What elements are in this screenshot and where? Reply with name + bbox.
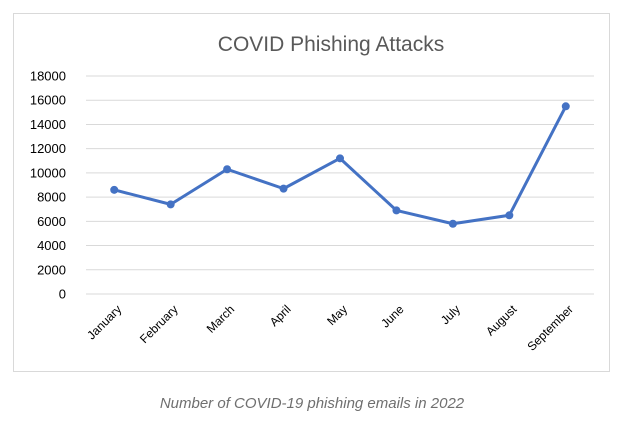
- figure-caption: Number of COVID-19 phishing emails in 20…: [159, 395, 465, 412]
- chart-container: COVID Phishing Attacks 18000 16000 14000 120…: [13, 13, 610, 372]
- y-tick-label: 14000: [30, 117, 66, 132]
- x-tick-label: March: [204, 302, 237, 335]
- data-point: [561, 102, 570, 111]
- data-point: [336, 154, 344, 163]
- x-tick-label: August: [483, 302, 520, 339]
- x-tick-label: January: [84, 302, 124, 342]
- x-tick-label: May: [324, 302, 350, 328]
- data-point: [279, 184, 288, 193]
- y-tick-label: 10000: [30, 165, 66, 180]
- y-tick-label: 6000: [37, 214, 66, 229]
- y-tick-label: 8000: [37, 190, 66, 205]
- data-point: [392, 206, 401, 215]
- series-line: [112, 104, 568, 226]
- y-tick-label: 16000: [30, 93, 66, 108]
- y-tick-label: 2000: [37, 262, 66, 277]
- x-tick-label: July: [438, 302, 463, 327]
- data-point: [166, 200, 175, 209]
- y-tick-label: 12000: [30, 141, 66, 156]
- x-tick-label: June: [378, 302, 407, 331]
- data-point: [448, 219, 457, 228]
- chart-title: COVID Phishing Attacks: [218, 33, 444, 56]
- y-tick-label: 4000: [37, 238, 66, 253]
- x-tick-label: September: [524, 302, 575, 353]
- line-chart: COVID Phishing Attacks 18000 16000 14000 120…: [30, 33, 594, 354]
- x-tick-label: April: [267, 302, 294, 329]
- data-point: [505, 211, 514, 220]
- data-point: [223, 165, 232, 174]
- data-point: [110, 185, 119, 194]
- y-tick-label: 18000: [30, 69, 66, 84]
- x-tick-label: February: [137, 302, 181, 346]
- y-tick-label: 0: [59, 287, 66, 302]
